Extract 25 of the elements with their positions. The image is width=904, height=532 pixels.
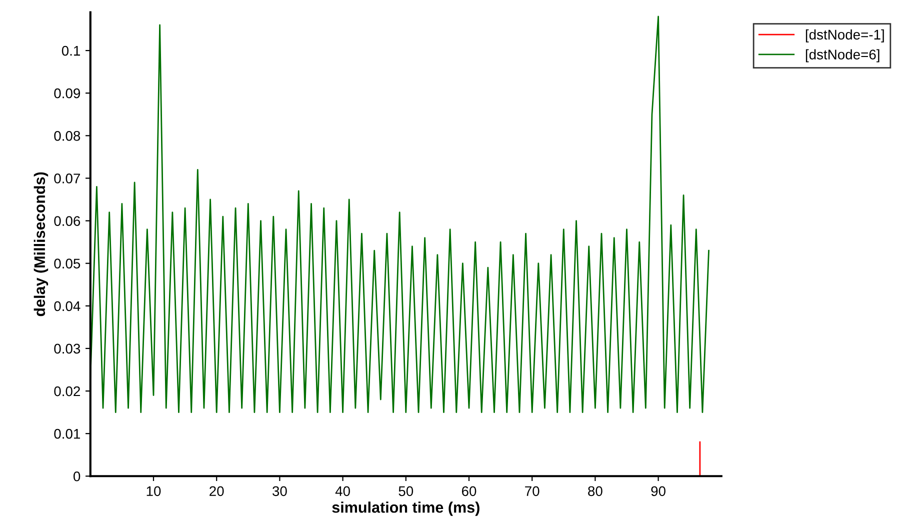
y-tick-label: 0.04	[54, 301, 80, 312]
y-tick-label: 0.1	[62, 46, 80, 56]
x-tick-label: 40	[335, 486, 350, 496]
x-tick-label: 10	[146, 486, 161, 496]
x-tick-label: 60	[462, 486, 476, 496]
y-tick-label: 0.07	[54, 174, 80, 184]
y-tick-label: 0.03	[54, 344, 80, 354]
x-tick-label: 30	[272, 486, 287, 496]
y-tick-label: 0.08	[54, 130, 80, 141]
y-tick-label: 0	[73, 471, 80, 482]
y-axis-title: delay (Milliseconds)	[34, 172, 48, 316]
x-tick-label: 80	[588, 486, 602, 496]
legend-label: [dstNode=-1]	[806, 29, 884, 42]
legend-label: [dstNode=6]	[806, 49, 880, 62]
x-tick-label: 50	[398, 486, 414, 496]
x-tick-label: 90	[651, 486, 666, 496]
y-tick-label: 0.06	[54, 216, 80, 226]
y-tick-label: 0.09	[54, 88, 80, 98]
x-tick-label: 70	[525, 486, 540, 496]
x-tick-label: 20	[210, 486, 224, 496]
y-tick-label: 0.02	[54, 386, 80, 396]
line-series	[90, 16, 710, 413]
y-tick-label: 0.05	[54, 258, 80, 269]
y-tick-label: 0.01	[54, 428, 80, 439]
x-axis-title: simulation time (ms)	[332, 502, 480, 516]
